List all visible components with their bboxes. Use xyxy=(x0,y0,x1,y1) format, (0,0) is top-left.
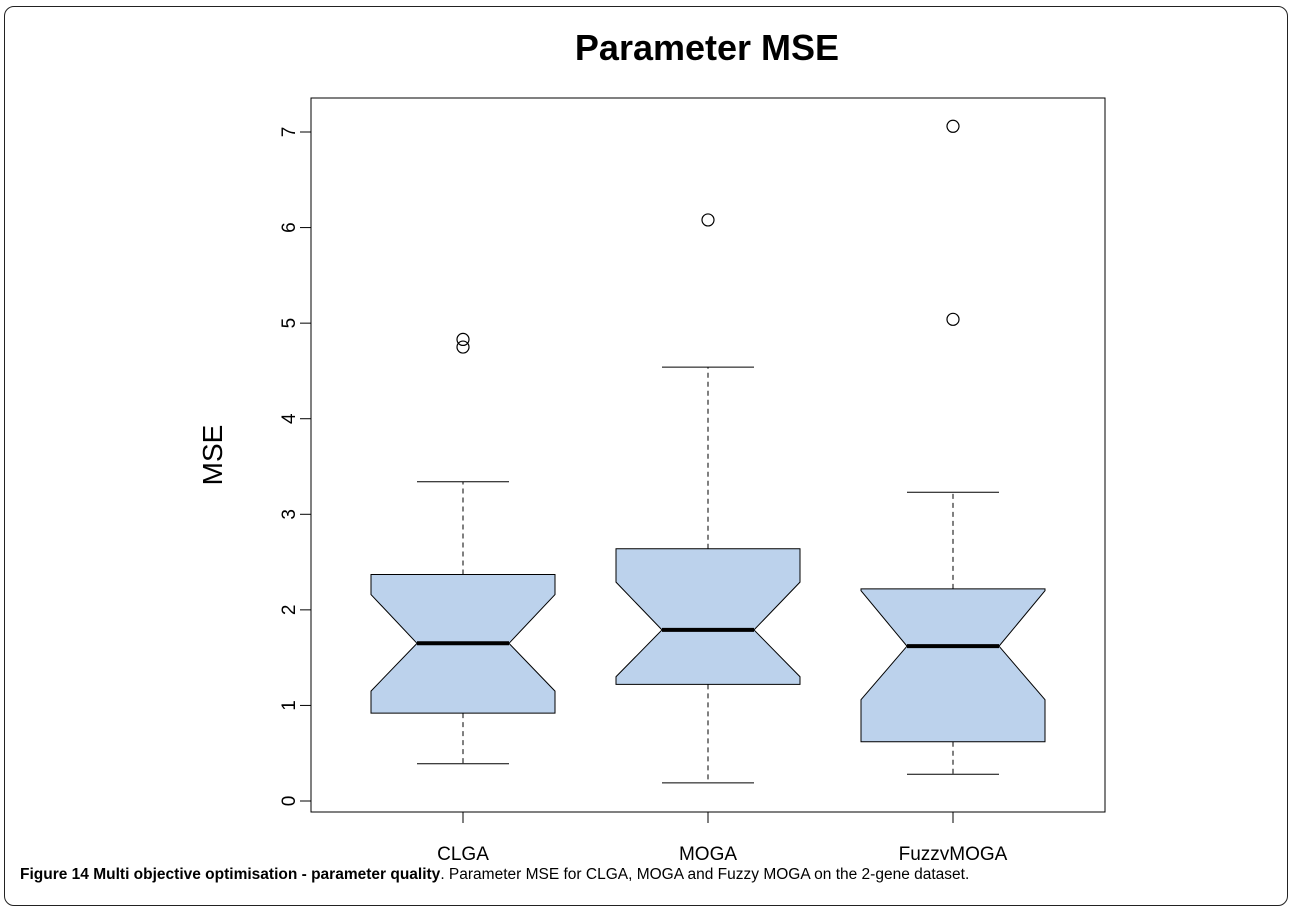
box-fuzzymoga xyxy=(860,119,1046,775)
caption-text: . Parameter MSE for CLGA, MOGA and Fuzzy… xyxy=(440,866,970,883)
x-tick-label: CLGA xyxy=(437,844,489,860)
box-clga xyxy=(370,332,556,765)
y-tick-label: 6 xyxy=(279,222,300,233)
figure-caption: Figure 14 Multi objective optimisation -… xyxy=(20,866,1270,884)
box-body xyxy=(615,548,801,685)
x-tick-label: FuzzyMOGA xyxy=(899,844,1008,860)
outlier-point xyxy=(456,332,470,346)
y-tick-label: 3 xyxy=(279,509,300,520)
x-tick-label: MOGA xyxy=(679,844,737,860)
y-axis-label: MSE xyxy=(197,425,228,486)
outlier-point xyxy=(701,213,715,227)
y-tick-label: 1 xyxy=(279,700,300,711)
boxes xyxy=(370,119,1046,784)
box-moga xyxy=(615,213,801,784)
boxplot-chart: Parameter MSE 0 1 2 3 4 5 6 7 CLGA MOGA FuzzyMOGA… xyxy=(197,27,1106,860)
outlier-point xyxy=(946,312,960,326)
y-tick-label: 2 xyxy=(279,605,300,616)
outlier-point xyxy=(946,119,960,133)
outlier-point xyxy=(456,340,470,354)
box-body xyxy=(860,588,1046,743)
y-axis: 0 1 2 3 4 5 6 7 xyxy=(279,127,312,807)
x-axis: CLGA MOGA FuzzyMOGA xyxy=(437,811,1008,860)
caption-title: Figure 14 Multi objective optimisation -… xyxy=(20,866,441,883)
figure-frame xyxy=(4,6,1288,906)
y-tick-label: 7 xyxy=(279,127,300,138)
y-tick-label: 4 xyxy=(279,413,300,424)
chart-title: Parameter MSE xyxy=(575,27,839,68)
y-tick-label: 0 xyxy=(279,796,300,807)
y-tick-label: 5 xyxy=(279,318,300,329)
